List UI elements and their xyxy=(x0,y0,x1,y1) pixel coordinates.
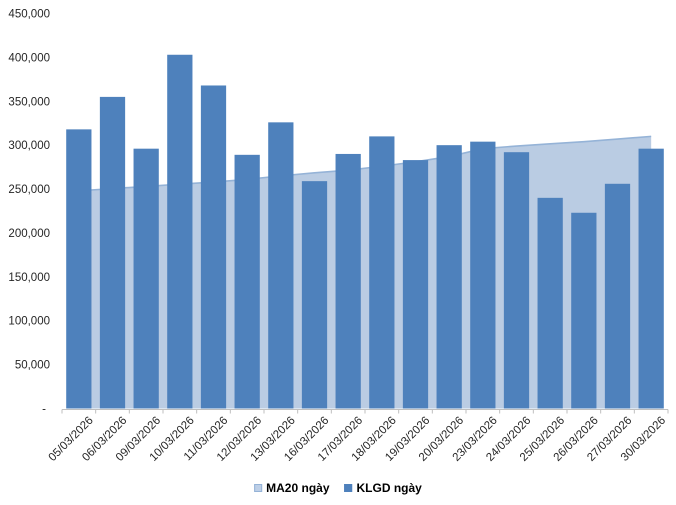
volume-bar xyxy=(402,160,429,409)
y-tick-label: 300,000 xyxy=(8,140,50,152)
volume-bar xyxy=(66,129,92,409)
y-tick-label: 450,000 xyxy=(8,9,50,21)
volume-bar xyxy=(167,54,193,409)
volume-bar xyxy=(436,145,462,409)
legend-item-klgd: KLGD ngày xyxy=(344,481,422,495)
volume-bar xyxy=(369,136,395,409)
volume-bar xyxy=(335,153,361,409)
y-tick-label: 150,000 xyxy=(8,272,50,284)
y-tick-label: 100,000 xyxy=(8,316,50,328)
ma20-area xyxy=(78,136,652,409)
volume-bar xyxy=(638,148,664,409)
ma20-legend-label: MA20 ngày xyxy=(266,481,330,495)
y-tick-label: 250,000 xyxy=(8,184,50,196)
chart-legend: MA20 ngày KLGD ngày xyxy=(254,481,422,495)
volume-bar xyxy=(133,148,159,409)
klgd-legend-swatch-icon xyxy=(344,484,353,492)
volume-bar xyxy=(604,183,631,409)
y-tick-label: 200,000 xyxy=(8,228,50,240)
volume-bar xyxy=(537,197,563,409)
y-tick-label: - xyxy=(42,404,46,416)
klgd-legend-label: KLGD ngày xyxy=(356,481,422,495)
volume-bar xyxy=(571,212,597,409)
volume-bar xyxy=(301,181,328,409)
volume-bar xyxy=(503,152,530,409)
volume-bar xyxy=(234,154,260,409)
y-tick-label: 50,000 xyxy=(15,360,50,372)
ma20-legend-swatch-icon xyxy=(254,484,263,492)
volume-bar xyxy=(99,96,126,409)
y-tick-label: 400,000 xyxy=(8,52,50,64)
volume-bar xyxy=(200,85,227,409)
volume-bar xyxy=(470,141,496,409)
volume-bar xyxy=(268,122,294,409)
y-tick-label: 350,000 xyxy=(8,96,50,108)
legend-item-ma20: MA20 ngày xyxy=(254,481,330,495)
